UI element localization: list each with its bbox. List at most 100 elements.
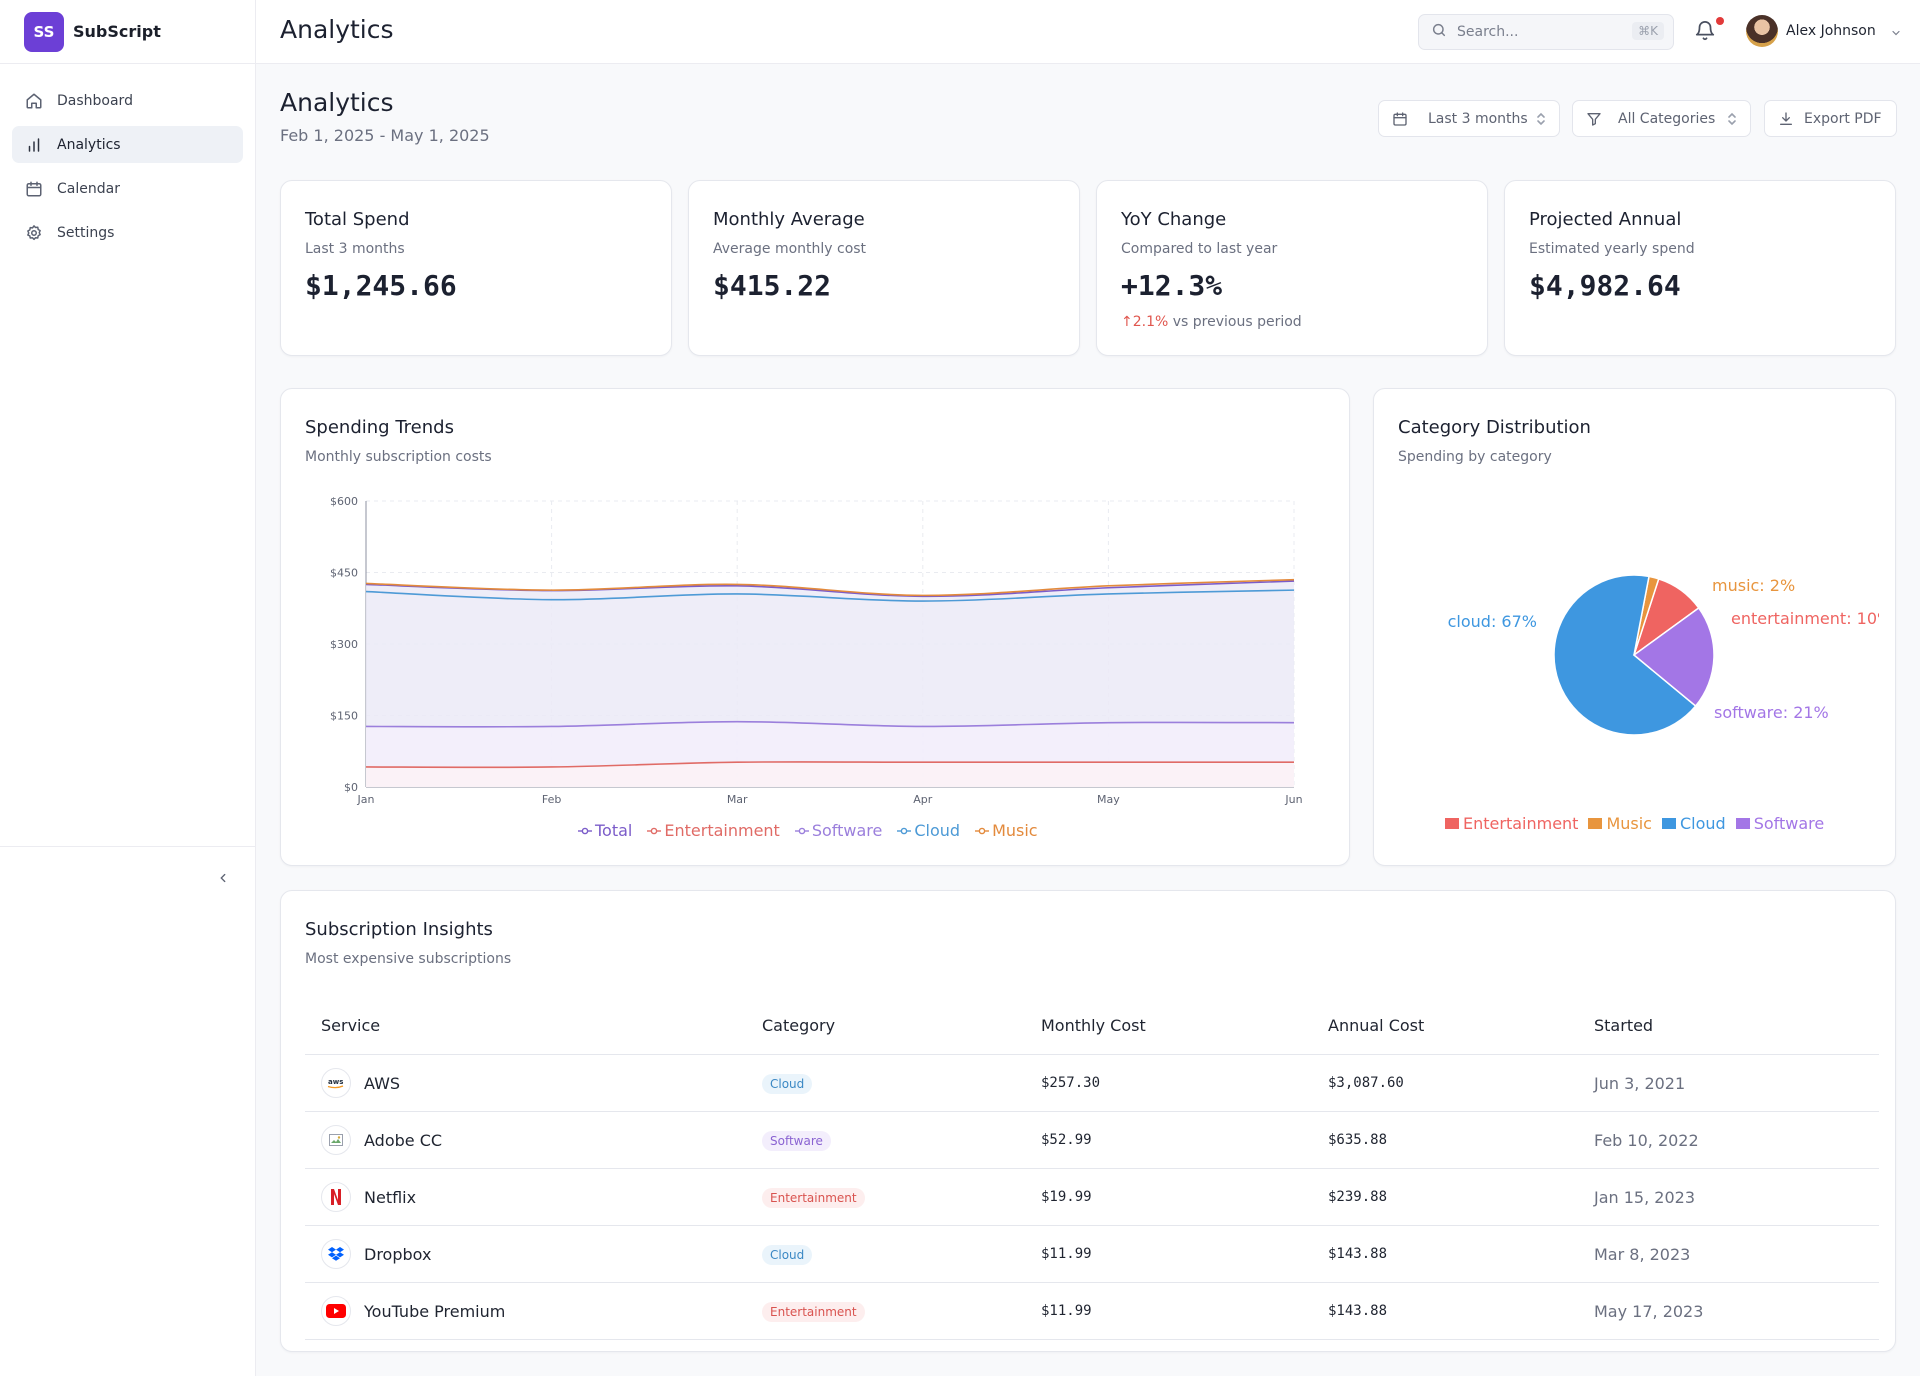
- column-header[interactable]: Started: [1594, 1016, 1654, 1035]
- monthly-cost: $11.99: [1041, 1246, 1092, 1262]
- legend-item-music[interactable]: Music: [974, 821, 1038, 840]
- table-row[interactable]: Netflix Entertainment $19.99 $239.88 Jan…: [305, 1169, 1879, 1226]
- category-cell: Entertainment: [762, 1187, 1041, 1208]
- service-cell: Netflix: [305, 1182, 762, 1212]
- chevron-left-icon: [216, 870, 230, 889]
- service-name: AWS: [364, 1073, 401, 1093]
- category-badge: Cloud: [762, 1244, 813, 1265]
- pie-slice-software: [1632, 606, 1715, 708]
- stat-desc: Last 3 months: [305, 241, 405, 257]
- legend-swatch: [1445, 818, 1459, 829]
- sidebar: SS SubScript Dashboard Analytics Calenda…: [0, 0, 256, 1376]
- stat-desc: Compared to last year: [1121, 241, 1278, 257]
- sidebar-item-analytics[interactable]: Analytics: [12, 126, 243, 163]
- column-header[interactable]: Annual Cost: [1328, 1016, 1425, 1035]
- legend-item-software[interactable]: Software: [794, 821, 883, 840]
- bell-icon: [1694, 21, 1716, 46]
- stat-change-value: 2.1%: [1132, 314, 1169, 330]
- legend-label: Entertainment: [1463, 814, 1579, 833]
- legend-label: Software: [811, 821, 883, 840]
- user-name[interactable]: Alex Johnson: [1786, 23, 1876, 39]
- series-line-cloud: [365, 589, 1295, 602]
- broken-image-icon: [321, 1125, 351, 1155]
- legend-label: Entertainment: [664, 821, 780, 840]
- started-date: Mar 8, 2023: [1594, 1244, 1691, 1264]
- notifications-button[interactable]: [1694, 20, 1718, 44]
- spending-trends-chart: $0 $150 $300 $450 $600 Jan Feb Mar Apr May Jun: [330, 495, 1303, 806]
- export-pdf-button[interactable]: Export PDF: [1764, 100, 1897, 137]
- service-name: Netflix: [364, 1187, 417, 1207]
- monthly-cost: $257.30: [1041, 1075, 1101, 1091]
- sidebar-item-dashboard[interactable]: Dashboard: [12, 82, 243, 119]
- x-tick-label: Jan: [357, 793, 375, 806]
- legend-item-entertainment[interactable]: Entertainment: [1445, 814, 1578, 833]
- sidebar-nav: Dashboard Analytics Calendar Settings: [0, 64, 255, 251]
- legend-label: Software: [1753, 814, 1825, 833]
- category-cell: Cloud: [762, 1073, 1041, 1094]
- column-header[interactable]: Service: [321, 1016, 381, 1035]
- sidebar-item-calendar[interactable]: Calendar: [12, 170, 243, 207]
- sidebar-item-settings[interactable]: Settings: [12, 214, 243, 251]
- brand[interactable]: SS SubScript: [0, 0, 255, 64]
- page-title: Analytics: [280, 88, 394, 117]
- x-tick-label: Mar: [727, 793, 748, 806]
- started-date: Jun 3, 2021: [1594, 1073, 1686, 1093]
- x-tick-label: May: [1097, 793, 1120, 806]
- svg-text:aws: aws: [328, 1078, 343, 1086]
- stat-value: $415.22: [713, 269, 832, 302]
- collapse-sidebar-button[interactable]: [212, 868, 234, 890]
- legend-item-software[interactable]: Software: [1735, 814, 1825, 833]
- column-header[interactable]: Monthly Cost: [1041, 1016, 1146, 1035]
- brand-name: SubScript: [73, 22, 161, 41]
- monthly-cost: $11.99: [1041, 1303, 1092, 1319]
- youtube-logo-icon: [321, 1296, 351, 1326]
- stat-card-total-spend: Total Spend Last 3 months $1,245.66: [280, 180, 672, 356]
- annual-cost: $3,087.60: [1328, 1075, 1404, 1091]
- series-area-entertainment: [366, 761, 1294, 787]
- search-shortcut: ⌘K: [1632, 22, 1664, 40]
- legend-marker: [794, 827, 809, 834]
- download-icon: [1778, 111, 1794, 127]
- table-row[interactable]: YouTube Premium Entertainment $11.99 $14…: [305, 1283, 1879, 1340]
- category-pie-chart: entertainment: 10% music: 2% cloud: 67% sof…: [1448, 574, 1879, 736]
- period-select[interactable]: Last 3 months: [1378, 100, 1560, 137]
- legend-item-music[interactable]: Music: [1588, 814, 1652, 833]
- legend-item-cloud[interactable]: Cloud: [1661, 814, 1726, 833]
- column-header[interactable]: Category: [762, 1016, 836, 1035]
- card-title: Subscription Insights: [305, 919, 493, 940]
- insights-table: Service Category Monthly Cost Annual Cos…: [305, 997, 1879, 1340]
- category-select-value: All Categories: [1618, 110, 1716, 127]
- notification-dot: [1716, 17, 1724, 25]
- table-row[interactable]: Adobe CC Software $52.99 $635.88 Feb 10,…: [305, 1112, 1879, 1169]
- subscription-insights-card: Subscription Insights Most expensive sub…: [280, 890, 1896, 1352]
- spending-trends-card: Spending Trends Monthly subscription cos…: [280, 388, 1350, 866]
- x-tick-label: Feb: [542, 793, 561, 806]
- bar-chart-icon: [25, 136, 43, 154]
- legend-marker: [647, 827, 662, 834]
- stat-card-monthly-average: Monthly Average Average monthly cost $41…: [688, 180, 1080, 356]
- card-desc: Monthly subscription costs: [305, 449, 492, 465]
- annual-cost: $143.88: [1328, 1246, 1388, 1262]
- category-badge: Software: [762, 1130, 831, 1151]
- stat-desc: Average monthly cost: [713, 241, 867, 257]
- category-select[interactable]: All Categories: [1572, 100, 1751, 137]
- table-row[interactable]: Dropbox Cloud $11.99 $143.88 Mar 8, 2023: [305, 1226, 1879, 1283]
- legend-swatch: [1735, 818, 1750, 829]
- pie-label-entertainment: entertainment: 10%: [1731, 609, 1879, 628]
- search-input[interactable]: [1457, 24, 1617, 40]
- search-box[interactable]: ⌘K: [1418, 14, 1674, 50]
- stat-change: ↑2.1% vs previous period: [1121, 314, 1302, 330]
- stat-value: $1,245.66: [305, 269, 457, 302]
- trends-legend: Total Entertainment Software Cloud Music: [577, 821, 1038, 840]
- annual-cost: $635.88: [1328, 1132, 1388, 1148]
- date-range: Feb 1, 2025 - May 1, 2025: [280, 126, 490, 145]
- gear-icon: [25, 224, 43, 242]
- calendar-icon: [1392, 111, 1408, 127]
- legend-item-total[interactable]: Total: [577, 821, 632, 840]
- legend-item-cloud[interactable]: Cloud: [896, 821, 960, 840]
- y-tick-label: $150: [330, 710, 358, 723]
- chevron-down-icon[interactable]: [1890, 24, 1902, 43]
- avatar[interactable]: [1746, 15, 1778, 47]
- legend-item-entertainment[interactable]: Entertainment: [646, 821, 780, 840]
- table-row[interactable]: aws AWS Cloud $257.30 $3,087.60 Jun 3, 2…: [305, 1055, 1879, 1112]
